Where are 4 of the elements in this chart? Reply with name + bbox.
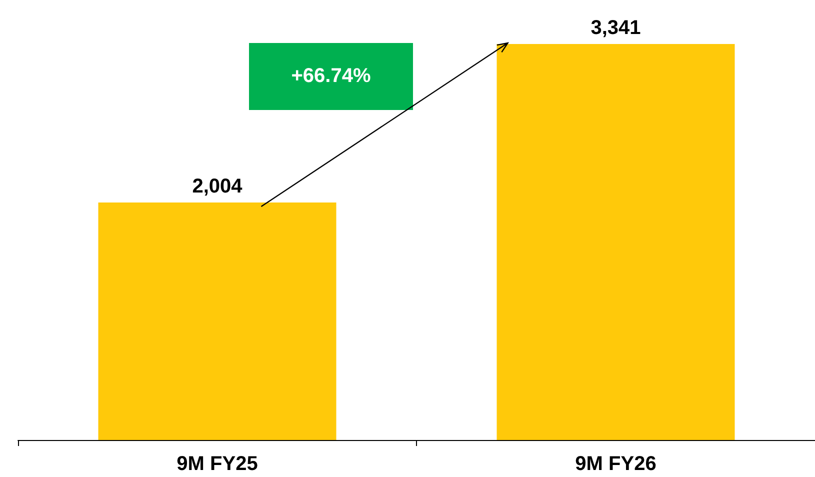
x-tick-label: 9M FY26 [575,453,656,475]
x-tick-label: 9M FY25 [176,453,258,475]
data-label: 2,004 [192,175,244,198]
data-label: 3,341 [590,17,641,39]
